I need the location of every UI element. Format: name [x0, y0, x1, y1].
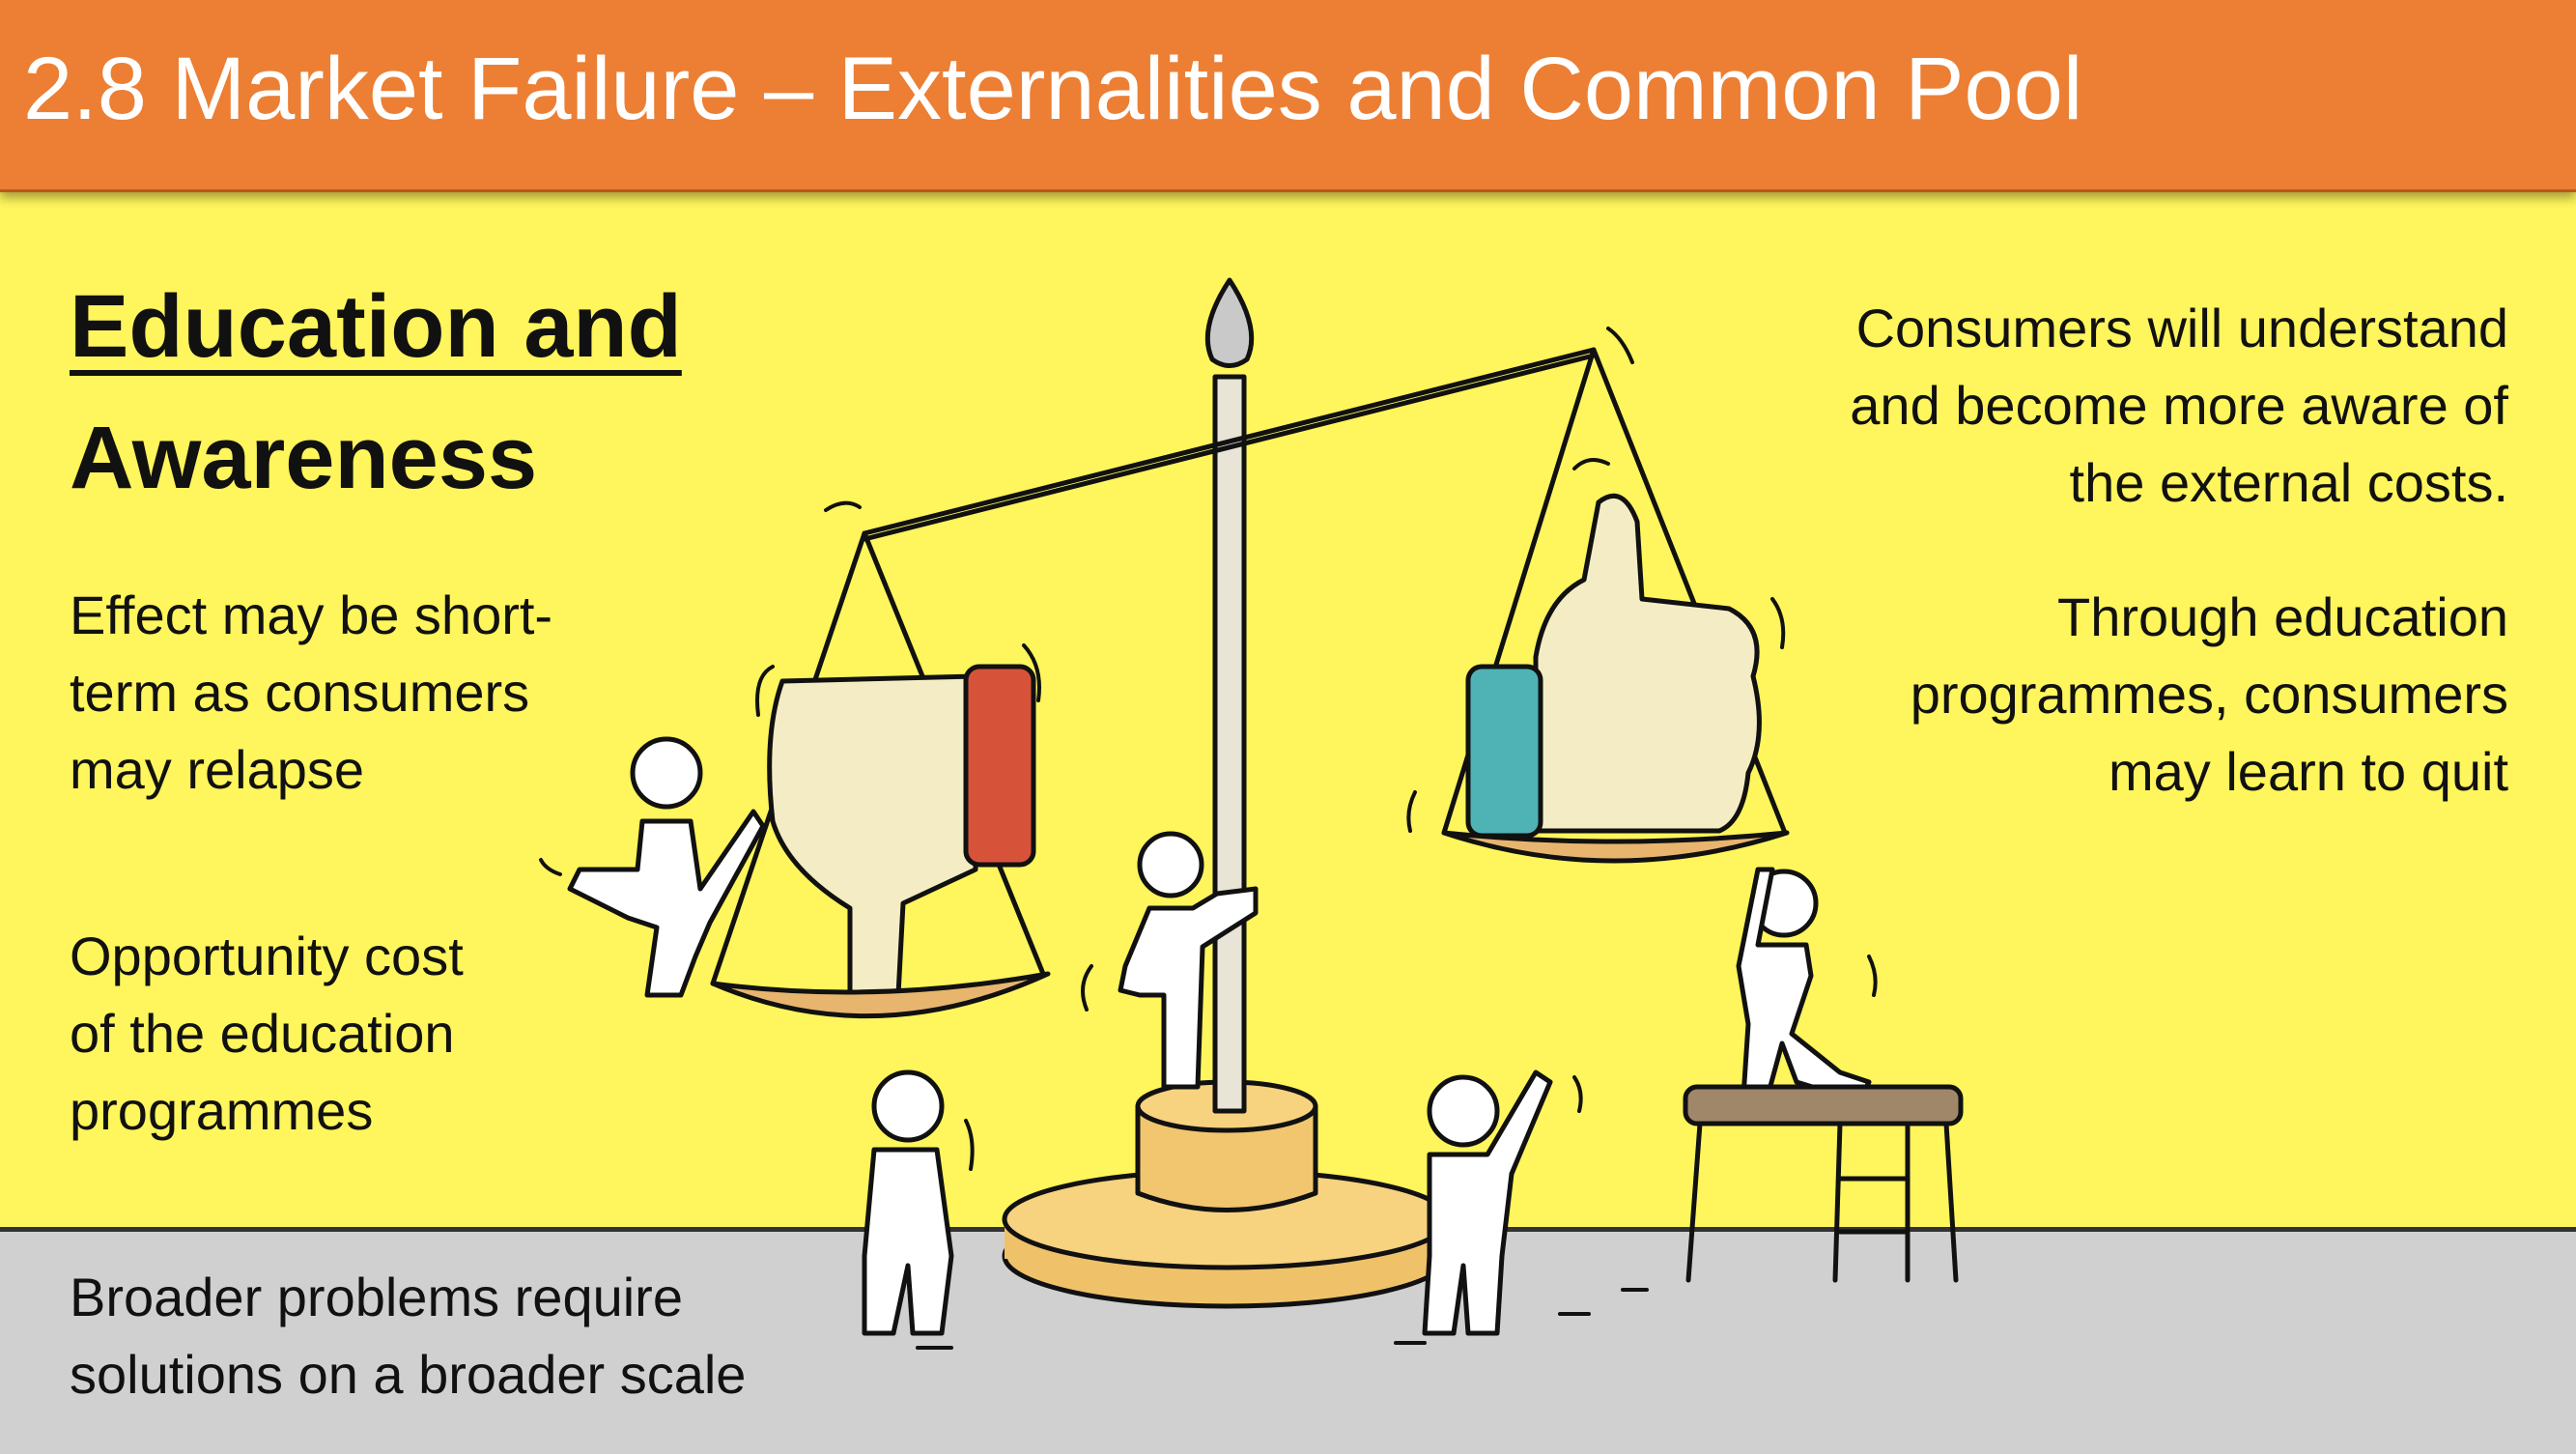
stick-figure-icon — [862, 1069, 954, 1336]
text-line: programmes, consumers — [1910, 664, 2508, 725]
heading-line-2: Awareness — [70, 409, 538, 507]
scale-base-icon — [1002, 1079, 1452, 1309]
text-line: may relapse — [70, 739, 365, 800]
right-point-1: Consumers will understand and become mor… — [1850, 290, 2508, 522]
thumbs-down-icon — [767, 664, 1036, 998]
stick-figure-icon — [1422, 1069, 1553, 1336]
text-line: Effect may be short- — [70, 584, 553, 645]
section-heading: Education and Awareness — [70, 261, 682, 524]
stick-figure-icon — [1118, 831, 1259, 1090]
left-point-1: Effect may be short- term as consumers m… — [70, 577, 552, 809]
text-line: and become more aware of — [1850, 375, 2508, 436]
left-point-3: Broader problems require solutions on a … — [70, 1259, 746, 1413]
left-point-2: Opportunity cost of the education progra… — [70, 918, 464, 1150]
text-line: solutions on a broader scale — [70, 1344, 747, 1405]
title-bar: 2.8 Market Failure – Externalities and C… — [0, 0, 2576, 192]
stick-figure-icon — [1736, 867, 1872, 1104]
stool-icon — [1683, 1084, 1964, 1283]
thumbs-up-icon — [1465, 493, 1762, 839]
text-line: term as consumers — [70, 662, 530, 723]
stick-figure-icon — [567, 736, 766, 998]
text-line: programmes — [70, 1080, 374, 1141]
text-line: Broader problems require — [70, 1267, 683, 1327]
text-line: the external costs. — [2069, 452, 2508, 513]
text-line: Opportunity cost — [70, 926, 464, 986]
scale-pole-icon — [1204, 277, 1255, 1114]
text-line: may learn to quit — [2109, 741, 2508, 802]
text-line: of the education — [70, 1003, 455, 1064]
text-line: Consumers will understand — [1855, 298, 2508, 358]
text-line: Through education — [2056, 586, 2508, 647]
slide-title: 2.8 Market Failure – Externalities and C… — [23, 40, 2083, 138]
right-point-2: Through education programmes, consumers … — [1911, 579, 2508, 811]
heading-line-1: Education and — [70, 277, 682, 376]
